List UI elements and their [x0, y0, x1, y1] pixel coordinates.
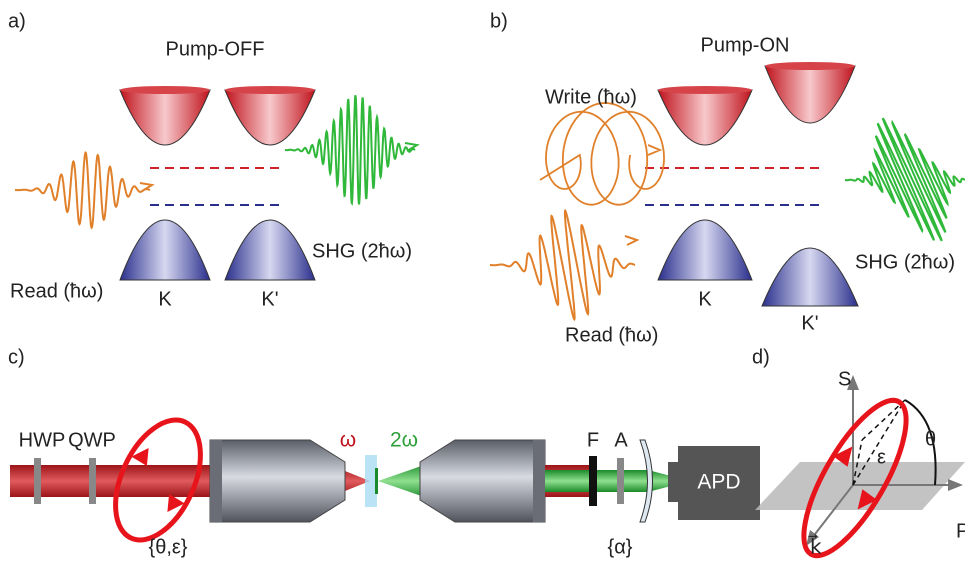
write-label: Write (ħω) [545, 86, 637, 108]
bands-b [645, 62, 858, 306]
shg-label: SHG (2ħω) [855, 251, 955, 273]
polarization-label: {θ,ε} [149, 536, 188, 558]
valley-label: K [698, 288, 712, 310]
angle-label: ε [877, 446, 886, 468]
read-label: Read (ħω) [565, 324, 658, 346]
write-pulse [540, 103, 664, 205]
filter-label: F [587, 429, 599, 451]
setup [10, 407, 760, 553]
optic-label: HWP [19, 429, 66, 451]
valley-label: K' [801, 312, 818, 334]
figure: a) Pump-OFF Read (ħω) K K' SHG (2ħω) b) … [0, 0, 965, 563]
valley-label: K [158, 288, 172, 310]
panel-label: d) [752, 346, 770, 368]
panel-label: b) [490, 10, 508, 32]
two-omega-label: 2ω [390, 429, 418, 452]
optic-label: QWP [68, 429, 116, 451]
detector-label: APD [697, 471, 740, 494]
read-pulse [15, 153, 152, 228]
axis-label: P [956, 520, 965, 542]
shg-label: SHG (2ħω) [312, 240, 412, 262]
omega-label: ω [340, 429, 356, 452]
vector-label: k⃗ [808, 534, 822, 559]
panel-title: Pump-OFF [166, 38, 265, 60]
read-label: Read (ħω) [10, 280, 103, 302]
panel-label: a) [8, 10, 26, 32]
shg-pulse [845, 118, 965, 241]
read-pulse [490, 211, 637, 320]
valley-label: K' [261, 288, 278, 310]
page: {"panel_a": {"label": "a)", "title": "Pu… [0, 0, 965, 563]
analyzer-angle-label: {α} [608, 536, 633, 558]
panel-label: c) [8, 346, 25, 368]
polarization-geometry [755, 375, 965, 563]
angle-label: θ [925, 428, 936, 450]
axis-label: S [838, 368, 851, 390]
panel-title: Pump-ON [701, 34, 790, 56]
bands-a [120, 86, 315, 280]
analyzer-label: A [614, 429, 628, 451]
